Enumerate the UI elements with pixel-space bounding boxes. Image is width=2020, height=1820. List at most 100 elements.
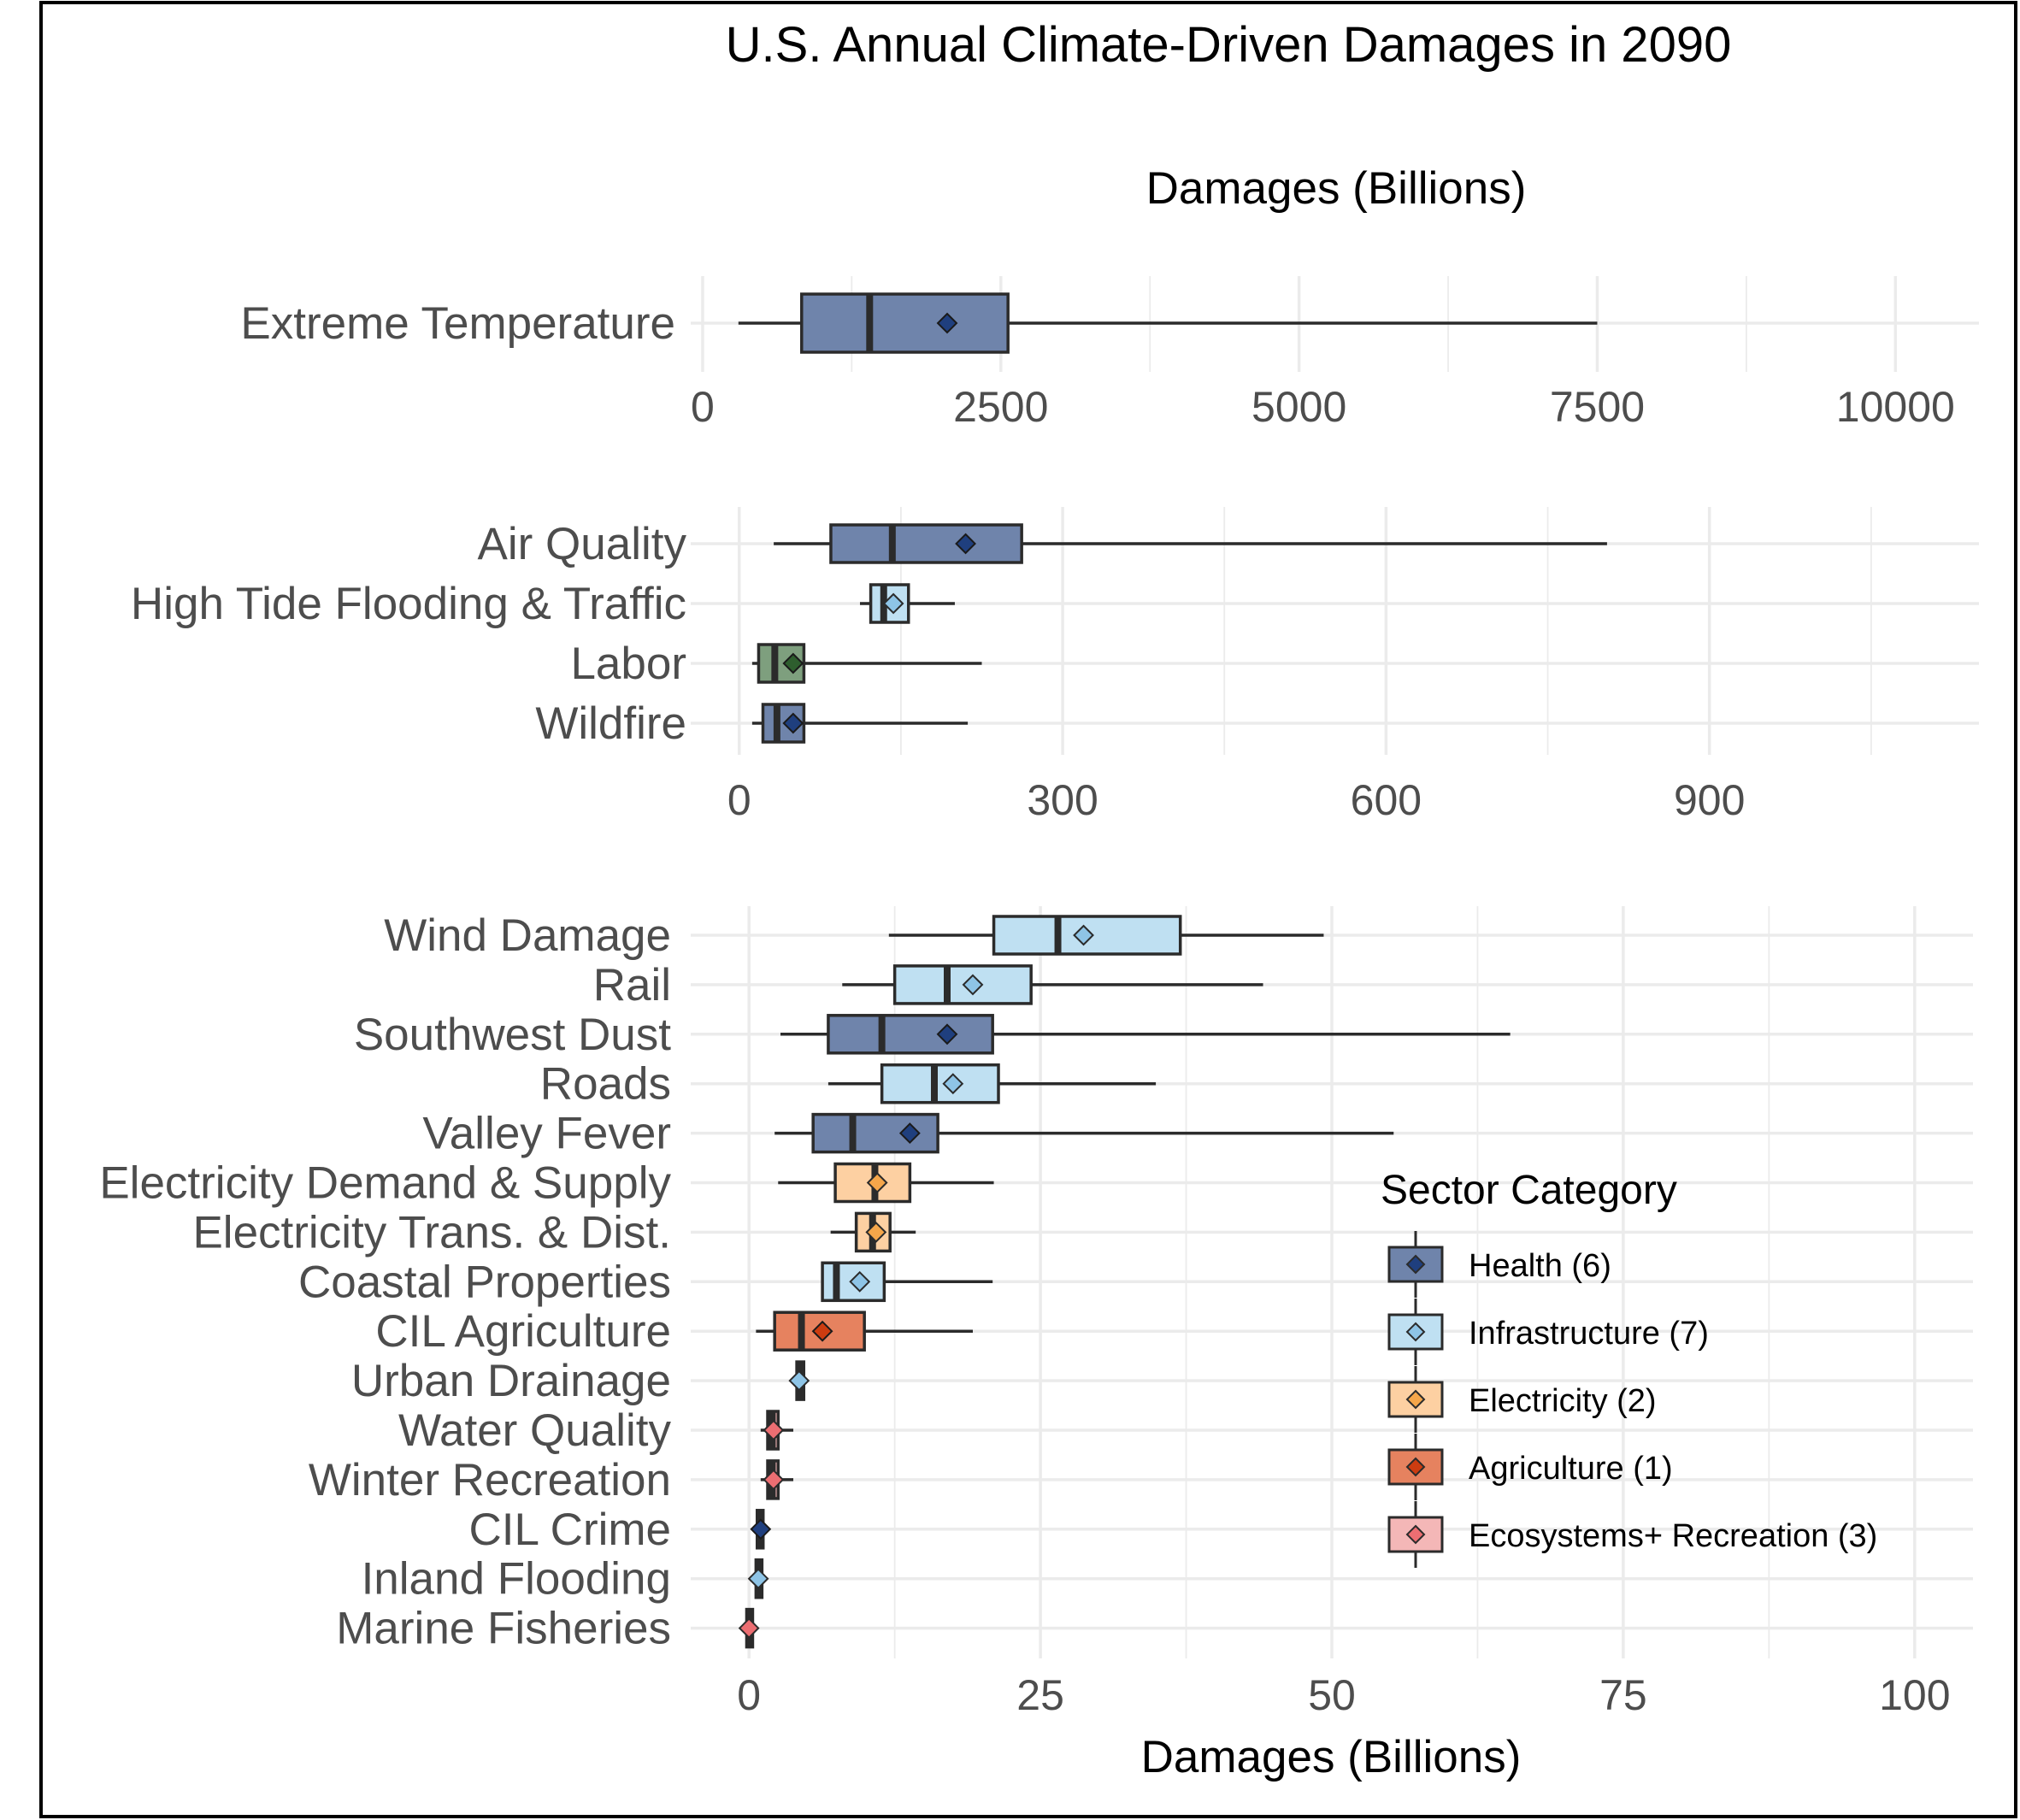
x-tick-label: 100 [1879, 1671, 1950, 1719]
legend-key-marker [1405, 1389, 1426, 1410]
box-rail [842, 964, 1263, 1005]
y-label-high-tide-flooding-traffic: High Tide Flooding & Traffic [131, 579, 686, 629]
mean-marker-roads [942, 1073, 964, 1095]
x-tick-label: 50 [1308, 1671, 1356, 1719]
legend-label: Health (6) [1469, 1248, 1611, 1284]
panel-extreme-temperature: 0 2500 5000 7500 10000 Extreme Temperature [240, 276, 1979, 431]
box-labor [751, 643, 982, 684]
box-coastal-properties [821, 1261, 993, 1303]
legend-item-infrastructure-7: Infrastructure (7) [1387, 1299, 1709, 1365]
box-wind-damage [888, 915, 1324, 956]
box-electricity-demand-supply [778, 1162, 994, 1204]
y-label-urban-drainage: Urban Drainage [351, 1356, 671, 1406]
y-label-water-quality: Water Quality [398, 1405, 672, 1456]
mean-marker-wildfire [782, 712, 804, 734]
y-label-electricity-trans-dist: Electricity Trans. & Dist. [192, 1207, 671, 1258]
box-air-quality [774, 523, 1607, 564]
mean-marker-high-tide-flooding-traffic [882, 592, 904, 615]
y-label-roads: Roads [540, 1059, 671, 1110]
iqr-box-extreme-temperature [800, 292, 1010, 354]
mean-marker-coastal-properties [849, 1270, 871, 1293]
panel-mid-range-sectors: 0 300 600 900 Air Quality High Tide Flooding … [131, 507, 1979, 824]
mean-marker-inland-flooding [747, 1568, 769, 1590]
box-southwest-dust [780, 1014, 1511, 1055]
legend-key-marker [1405, 1254, 1426, 1275]
chart-title: U.S. Annual Climate-Driven Damages in 20… [726, 17, 1732, 73]
legend-key-box [1387, 1448, 1444, 1486]
box-wildfire [751, 703, 969, 744]
legend-item-ecosystems-recreation-3: Ecosystems+ Recreation (3) [1387, 1501, 1877, 1568]
x-axis-title: Damages (Billions) [1141, 1732, 1522, 1782]
iqr-box-southwest-dust [827, 1014, 994, 1055]
x-tick-label: 5000 [1251, 383, 1346, 431]
legend-label: Infrastructure (7) [1469, 1316, 1709, 1352]
mean-marker-extreme-temperature [936, 312, 958, 334]
mean-marker-rail [962, 974, 984, 996]
y-label-cil-agriculture: CIL Agriculture [375, 1306, 671, 1357]
x-tick-label: 600 [1351, 776, 1422, 824]
mean-marker-marine-fisheries [738, 1617, 760, 1640]
legend-item-agriculture-1: Agriculture (1) [1387, 1434, 1673, 1500]
x-tick-label: 0 [691, 383, 715, 431]
mean-marker-water-quality [763, 1419, 785, 1441]
box-cil-agriculture [756, 1311, 973, 1352]
box-urban-drainage [788, 1360, 810, 1401]
x-tick-label: 2500 [953, 383, 1048, 431]
iqr-box-valley-fever [811, 1112, 939, 1154]
box-valley-fever [774, 1112, 1394, 1154]
mean-marker-electricity-trans-dist [865, 1221, 887, 1243]
mean-marker-cil-crime [750, 1518, 772, 1540]
y-label-southwest-dust: Southwest Dust [354, 1010, 671, 1060]
legend-key-marker [1405, 1524, 1426, 1545]
box-electricity-trans-dist [830, 1211, 916, 1253]
legend-label: Electricity (2) [1469, 1383, 1657, 1419]
y-label-wildfire: Wildfire [535, 698, 686, 749]
y-label-electricity-demand-supply: Electricity Demand & Supply [99, 1158, 671, 1209]
y-label-wind-damage: Wind Damage [384, 910, 671, 961]
x-tick-label: 0 [737, 1671, 761, 1719]
x-tick-label: 0 [727, 776, 751, 824]
y-label-labor: Labor [570, 639, 686, 689]
legend-label: Ecosystems+ Recreation (3) [1469, 1518, 1877, 1554]
legend-item-health-6: Health (6) [1387, 1231, 1611, 1298]
box-cil-crime [750, 1509, 772, 1550]
y-label-inland-flooding: Inland Flooding [362, 1554, 671, 1605]
legend-item-electricity-2: Electricity (2) [1387, 1366, 1657, 1433]
mean-marker-wind-damage [1073, 924, 1094, 946]
x-tick-label: 25 [1016, 1671, 1064, 1719]
y-label-marine-fisheries: Marine Fisheries [336, 1604, 671, 1654]
x-tick-label: 300 [1027, 776, 1098, 824]
mean-marker-winter-recreation [763, 1469, 785, 1491]
mean-marker-urban-drainage [788, 1369, 810, 1392]
x-tick-label: 7500 [1550, 383, 1645, 431]
mean-marker-electricity-demand-supply [866, 1172, 888, 1193]
box-high-tide-flooding-traffic [859, 583, 955, 624]
x-tick-label: 10000 [1836, 383, 1955, 431]
mean-marker-cil-agriculture [811, 1320, 833, 1342]
box-extreme-temperature [738, 292, 1598, 354]
legend-title: Sector Category [1381, 1168, 1677, 1213]
iqr-box-air-quality [829, 523, 1023, 564]
legend-key-marker [1405, 1322, 1426, 1342]
y-label-extreme-temperature: Extreme Temperature [240, 298, 675, 349]
mean-marker-southwest-dust [936, 1023, 958, 1045]
legend-key-marker [1405, 1457, 1426, 1477]
y-label-cil-crime: CIL Crime [468, 1505, 671, 1555]
y-label-rail: Rail [593, 960, 671, 1010]
box-inland-flooding [747, 1558, 769, 1599]
box-roads [827, 1063, 1157, 1104]
mean-marker-air-quality [955, 533, 976, 555]
y-label-coastal-properties: Coastal Properties [298, 1257, 671, 1307]
box-marine-fisheries [738, 1607, 760, 1649]
x-tick-label: 75 [1599, 1671, 1647, 1719]
y-label-winter-recreation: Winter Recreation [309, 1455, 671, 1505]
figure-border [39, 1, 2017, 1818]
x-tick-label: 900 [1674, 776, 1745, 824]
legend-label: Agriculture (1) [1469, 1451, 1673, 1487]
mean-marker-valley-fever [898, 1122, 921, 1145]
y-label-valley-fever: Valley Fever [422, 1109, 671, 1159]
box-water-quality [760, 1410, 793, 1451]
mean-marker-labor [782, 652, 804, 674]
